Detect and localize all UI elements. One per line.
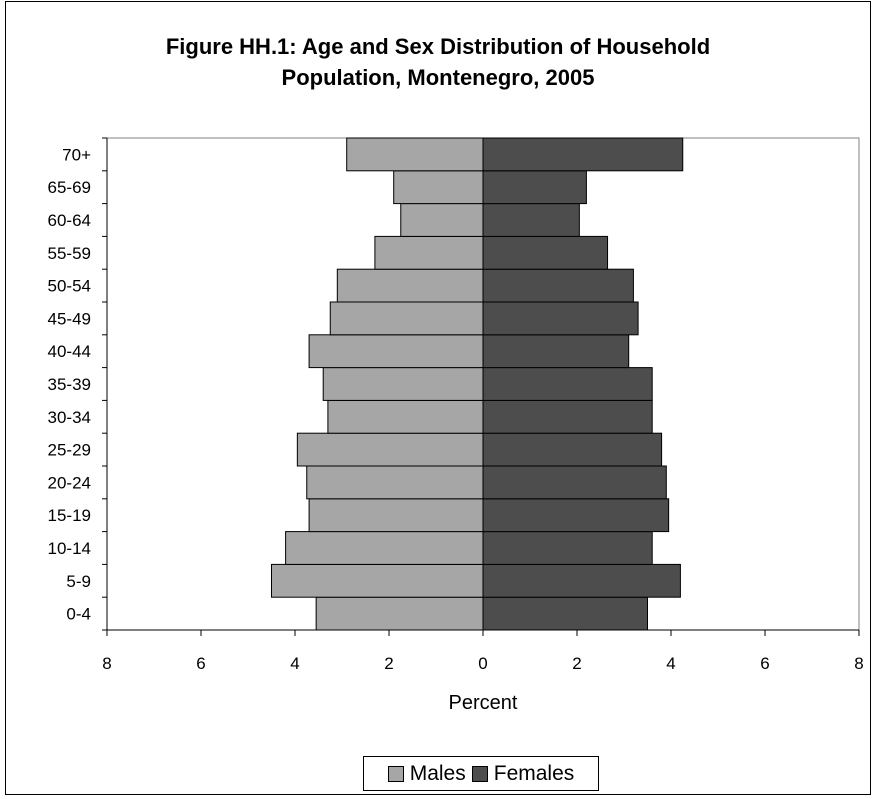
legend: Males Females [363,756,599,791]
legend-item-females: Females [472,762,575,786]
x-tick-label-2: 4 [290,654,299,673]
legend-label-females: Females [494,762,575,786]
bar-females-60-64 [483,204,579,237]
bar-females-20-24 [483,466,666,499]
x-tick-label-3: 2 [384,654,393,673]
legend-swatch-females [472,766,488,782]
legend-swatch-males [388,766,404,782]
x-tick-label-8: 8 [854,654,863,673]
bar-males-35-39 [323,368,483,401]
x-tick-label-7: 6 [760,654,769,673]
bar-males-10-14 [286,532,483,565]
y-tick-label-65-69: 65-69 [48,178,91,197]
y-tick-label-5-9: 5-9 [66,572,91,591]
y-tick-label-70+: 70+ [62,145,91,164]
y-tick-label-35-39: 35-39 [48,375,91,394]
y-tick-label-40-44: 40-44 [48,342,91,361]
bar-males-55-59 [375,236,483,269]
bar-females-40-44 [483,335,629,368]
bar-females-50-54 [483,269,633,302]
bar-females-10-14 [483,532,652,565]
y-tick-label-55-59: 55-59 [48,244,91,263]
bar-females-35-39 [483,368,652,401]
y-tick-label-20-24: 20-24 [48,473,91,492]
x-tick-label-6: 4 [666,654,675,673]
bar-males-50-54 [337,269,483,302]
y-tick-label-30-34: 30-34 [48,408,91,427]
y-tick-label-25-29: 25-29 [48,441,91,460]
bar-males-20-24 [307,466,483,499]
x-tick-label-1: 6 [196,654,205,673]
x-axis-title: Percent [449,692,518,714]
y-tick-label-0-4: 0-4 [66,605,91,624]
x-tick-label-4: 0 [478,654,487,673]
bar-males-70+ [347,138,483,171]
y-tick-label-45-49: 45-49 [48,309,91,328]
bar-males-30-34 [328,400,483,433]
bar-males-40-44 [309,335,483,368]
bar-females-30-34 [483,400,652,433]
bar-females-55-59 [483,236,608,269]
y-tick-label-15-19: 15-19 [48,506,91,525]
x-tick-label-5: 2 [572,654,581,673]
bar-females-70+ [483,138,683,171]
legend-label-males: Males [410,762,466,786]
legend-item-males: Males [388,762,466,786]
bar-males-45-49 [330,302,483,335]
y-tick-label-50-54: 50-54 [48,277,91,296]
bar-females-25-29 [483,433,662,466]
bar-males-25-29 [297,433,483,466]
bar-males-0-4 [316,597,483,630]
bar-females-5-9 [483,564,680,597]
bar-females-45-49 [483,302,638,335]
bar-males-65-69 [394,171,483,204]
x-tick-label-0: 8 [102,654,111,673]
bar-females-0-4 [483,597,648,630]
y-tick-label-60-64: 60-64 [48,211,91,230]
bar-females-65-69 [483,171,586,204]
bar-males-15-19 [309,499,483,532]
bar-females-15-19 [483,499,669,532]
bar-males-60-64 [401,204,483,237]
y-tick-label-10-14: 10-14 [48,539,91,558]
bar-males-5-9 [272,564,484,597]
